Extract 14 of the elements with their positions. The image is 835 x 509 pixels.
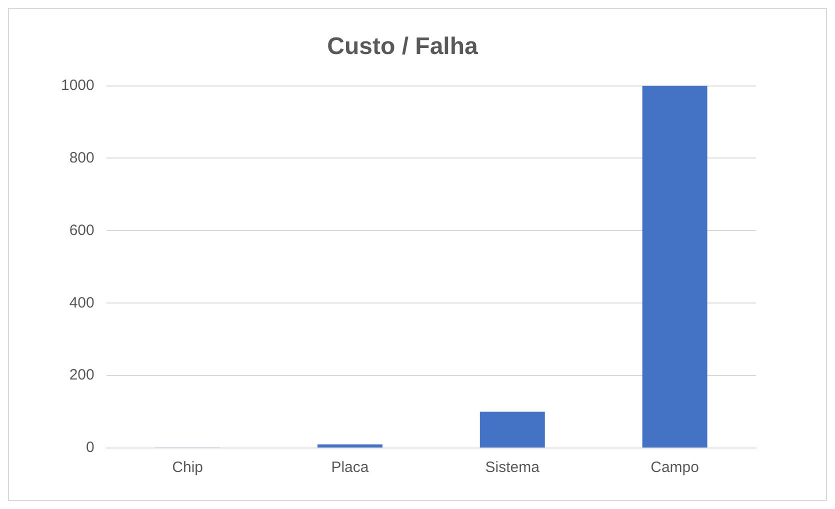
bar bbox=[318, 444, 382, 448]
y-tick-label: 600 bbox=[69, 222, 94, 239]
y-tick-label: 1000 bbox=[60, 76, 94, 94]
bar bbox=[642, 86, 708, 448]
x-tick-label: Campo bbox=[650, 459, 699, 476]
y-tick-label: 0 bbox=[86, 439, 94, 456]
x-tick-label: Chip bbox=[172, 459, 204, 476]
x-tick-label: Placa bbox=[331, 459, 370, 476]
chart-title: Custo / Falha bbox=[327, 33, 478, 60]
x-tick-label: Sistema bbox=[485, 459, 540, 476]
y-tick-label: 800 bbox=[69, 149, 94, 166]
bar bbox=[480, 412, 545, 448]
y-tick-label: 200 bbox=[69, 366, 94, 384]
y-tick-label: 400 bbox=[69, 294, 94, 312]
